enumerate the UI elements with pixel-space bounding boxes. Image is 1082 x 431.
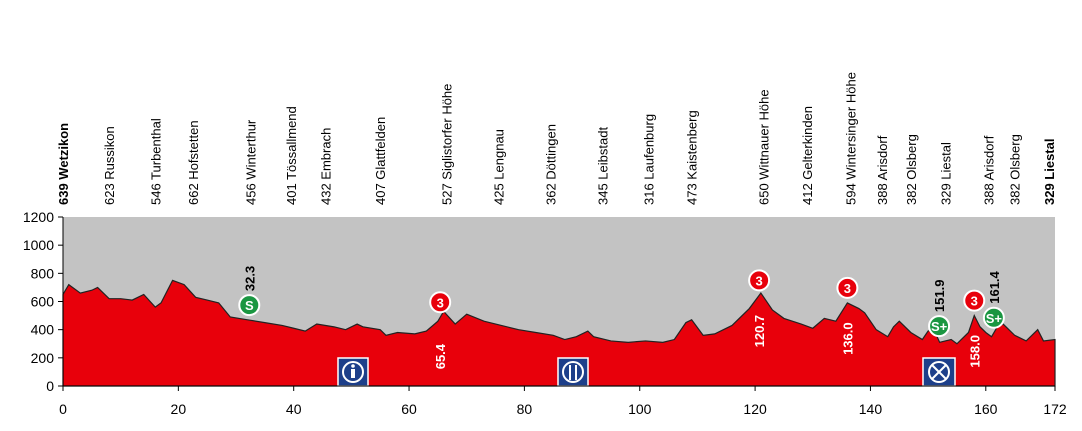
marker-badge	[982, 306, 1005, 329]
km-label: 161.4	[987, 270, 1002, 303]
x-tick-label: 0	[59, 401, 67, 417]
marker-badge	[963, 289, 986, 312]
waypoint-label: 662 Hofstetten	[186, 120, 201, 205]
marker-symbol: S	[245, 298, 254, 313]
elevation-area	[62, 279, 1056, 387]
waypoint-label: 388 Arisdorf	[875, 135, 890, 205]
waypoint-label: 594 Wintersinger Höhe	[843, 72, 858, 205]
y-tick-label: 1000	[23, 237, 54, 253]
marker-symbol: S+	[931, 319, 948, 334]
waypoint-label: 456 Winterthur	[243, 119, 258, 205]
waypoint-label: 546 Turbenthal	[148, 118, 163, 205]
marker-symbol: 3	[844, 281, 851, 296]
marker-symbol: 3	[971, 294, 978, 309]
waypoint-label: 473 Kaistenberg	[685, 110, 700, 205]
waypoint-label: 382 Olsberg	[904, 134, 919, 205]
food-icon	[557, 357, 589, 387]
marker-symbol: S+	[986, 311, 1003, 326]
marker-badge	[928, 315, 951, 338]
info-icon	[337, 357, 369, 387]
marker-badge	[748, 269, 771, 292]
waypoint-label: 650 Wittnauer Höhe	[757, 89, 772, 205]
y-tick-label: 400	[31, 322, 55, 338]
waypoint-label: 316 Laufenburg	[641, 114, 656, 205]
x-tick-label: 140	[859, 401, 883, 417]
waypoint-label: 329 Liestal	[938, 142, 953, 205]
waypoint-label: 623 Russikon	[102, 126, 117, 205]
y-tick-label: 600	[31, 294, 55, 310]
x-tick-label: 100	[628, 401, 652, 417]
x-tick-label: 60	[401, 401, 417, 417]
x-tick-label: 160	[974, 401, 998, 417]
x-tick-label: 40	[286, 401, 302, 417]
km-label: 65.4	[433, 343, 448, 369]
marker-symbol: 3	[756, 273, 763, 288]
waypoint-label: 432 Embrach	[318, 128, 333, 205]
waypoint-label: 382 Olsberg	[1008, 134, 1023, 205]
waypoint-label: 407 Glattfelden	[373, 117, 388, 205]
waypoint-label: 639 Wetzikon	[56, 123, 71, 205]
waypoint-label: 388 Arisdorf	[982, 135, 997, 205]
y-tick-label: 800	[31, 265, 55, 281]
km-label: 158.0	[967, 335, 982, 368]
marker-badge	[429, 291, 452, 314]
marker-badge	[836, 276, 859, 299]
waypoint-label: 527 Siglistorfer Höhe	[440, 84, 455, 205]
km-label: 32.3	[242, 266, 257, 291]
waypoint-label: 329 Liestal	[1042, 139, 1057, 206]
waypoint-label: 345 Leibstadt	[595, 127, 610, 205]
finish-icon	[922, 357, 956, 387]
km-label: 136.0	[840, 322, 855, 355]
waypoint-label: 401 Tössallmend	[284, 106, 299, 205]
waypoint-label: 362 Döttingen	[543, 124, 558, 205]
x-tick-label: 172	[1043, 401, 1067, 417]
km-label: 120.7	[752, 315, 767, 348]
marker-badge	[238, 294, 261, 317]
x-tick-label: 80	[517, 401, 533, 417]
y-tick-label: 200	[31, 350, 55, 366]
x-tick-label: 120	[743, 401, 767, 417]
waypoint-label: 412 Gelterkinden	[800, 106, 815, 205]
x-tick-label: 20	[171, 401, 187, 417]
waypoint-label: 425 Lengnau	[491, 129, 506, 205]
y-tick-label: 1200	[23, 209, 54, 225]
marker-symbol: 3	[437, 295, 444, 310]
km-label: 151.9	[932, 280, 947, 313]
y-tick-label: 0	[46, 378, 54, 394]
icons	[337, 357, 956, 387]
